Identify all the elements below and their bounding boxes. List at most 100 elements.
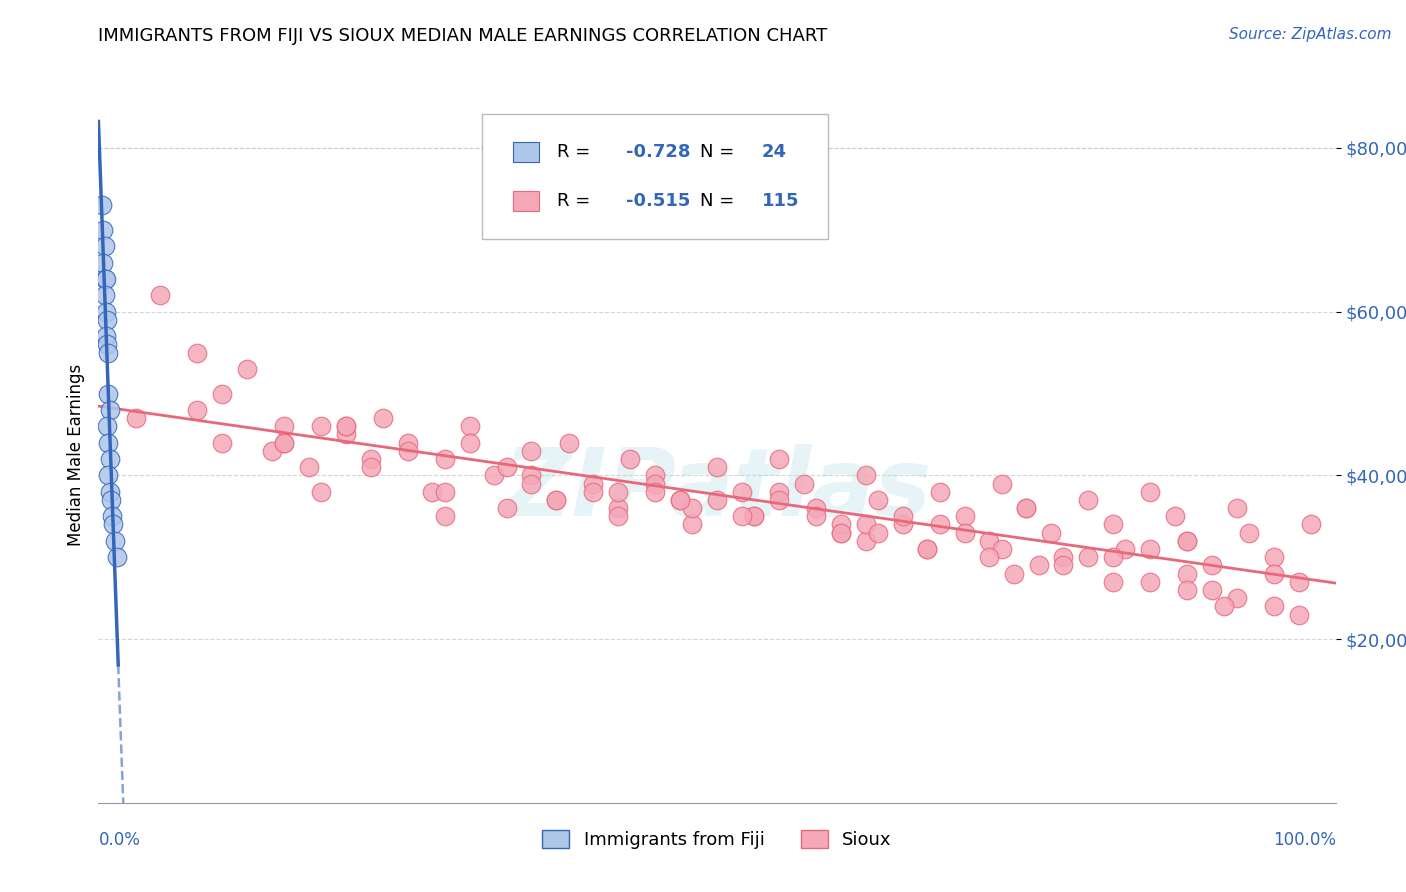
Point xyxy=(100,492,122,507)
Point xyxy=(1102,517,1125,532)
Point xyxy=(186,345,208,359)
Point xyxy=(1213,599,1236,614)
Point xyxy=(979,533,1001,548)
Point xyxy=(96,313,118,327)
Point xyxy=(644,468,666,483)
Point xyxy=(93,272,115,286)
Point xyxy=(335,427,357,442)
Point xyxy=(93,223,115,237)
Point xyxy=(97,386,120,401)
Point xyxy=(768,452,790,467)
Point xyxy=(607,509,630,524)
Point xyxy=(546,492,568,507)
Point xyxy=(298,460,321,475)
Point xyxy=(360,460,382,475)
Point xyxy=(1175,533,1198,548)
Text: 100.0%: 100.0% xyxy=(1272,830,1336,848)
Text: N =: N = xyxy=(700,143,740,161)
Point xyxy=(458,419,481,434)
Text: ZIPatlas: ZIPatlas xyxy=(503,443,931,536)
Point xyxy=(582,476,605,491)
Point xyxy=(731,509,754,524)
Point xyxy=(1263,550,1285,565)
Point xyxy=(1040,525,1063,540)
Text: 0.0%: 0.0% xyxy=(98,830,141,848)
FancyBboxPatch shape xyxy=(482,114,828,239)
Point xyxy=(433,484,456,499)
Point xyxy=(681,501,703,516)
Point xyxy=(273,419,295,434)
Point xyxy=(103,517,125,532)
Point xyxy=(1288,607,1310,622)
Point xyxy=(928,517,950,532)
Point xyxy=(793,476,815,491)
Point xyxy=(768,492,790,507)
Point xyxy=(484,468,506,483)
Point xyxy=(706,460,728,475)
Point xyxy=(557,435,579,450)
Point xyxy=(1028,558,1050,573)
Point xyxy=(93,239,115,253)
Point xyxy=(1226,591,1249,606)
Point xyxy=(990,476,1012,491)
Point xyxy=(520,476,543,491)
Point xyxy=(105,550,128,565)
Point xyxy=(607,484,630,499)
Point xyxy=(273,435,295,450)
Point xyxy=(1102,574,1125,589)
Point xyxy=(1263,566,1285,581)
Point xyxy=(335,419,357,434)
Point xyxy=(97,345,120,359)
Point xyxy=(866,492,889,507)
Text: N =: N = xyxy=(700,192,740,211)
Point xyxy=(804,509,827,524)
Point xyxy=(1015,501,1038,516)
Point xyxy=(1175,566,1198,581)
Point xyxy=(1139,542,1161,557)
Point xyxy=(979,550,1001,565)
Point xyxy=(830,517,852,532)
Point xyxy=(1237,525,1260,540)
Point xyxy=(891,509,914,524)
Point xyxy=(1077,492,1099,507)
Point xyxy=(1052,550,1074,565)
Point xyxy=(91,198,114,212)
Point xyxy=(619,452,641,467)
Text: 115: 115 xyxy=(762,192,799,211)
Point xyxy=(93,288,115,302)
Y-axis label: Median Male Earnings: Median Male Earnings xyxy=(66,364,84,546)
Point xyxy=(1052,558,1074,573)
Point xyxy=(520,468,543,483)
Point xyxy=(1201,582,1223,597)
Text: R =: R = xyxy=(557,143,596,161)
Point xyxy=(855,468,877,483)
Point xyxy=(186,403,208,417)
Point xyxy=(731,484,754,499)
Point xyxy=(236,362,259,376)
Point xyxy=(1139,574,1161,589)
Point xyxy=(1077,550,1099,565)
Point xyxy=(422,484,444,499)
Point xyxy=(1175,533,1198,548)
Point xyxy=(103,533,125,548)
Point xyxy=(124,411,146,425)
Point xyxy=(96,419,118,434)
Point xyxy=(1102,550,1125,565)
Legend: Immigrants from Fiji, Sioux: Immigrants from Fiji, Sioux xyxy=(536,822,898,856)
Point xyxy=(396,443,419,458)
Point xyxy=(98,484,121,499)
Point xyxy=(309,484,332,499)
Point xyxy=(1114,542,1136,557)
Text: -0.515: -0.515 xyxy=(626,192,690,211)
Point xyxy=(335,419,357,434)
Point xyxy=(211,386,233,401)
Point xyxy=(94,272,117,286)
Text: 24: 24 xyxy=(762,143,786,161)
Text: R =: R = xyxy=(557,192,596,211)
Point xyxy=(433,509,456,524)
Point xyxy=(396,435,419,450)
Point xyxy=(458,435,481,450)
Point xyxy=(98,403,121,417)
Point xyxy=(101,509,124,524)
Point xyxy=(149,288,172,302)
